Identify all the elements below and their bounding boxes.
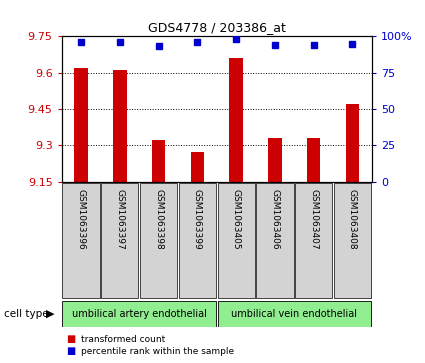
Bar [334,183,371,298]
Text: GSM1063405: GSM1063405 [232,189,241,250]
Text: ■: ■ [66,346,75,356]
Bar [113,70,127,182]
Bar [74,68,88,182]
Bar [218,183,255,298]
Text: ■: ■ [66,334,75,344]
Text: transformed count: transformed count [81,335,165,344]
Text: GSM1063407: GSM1063407 [309,189,318,250]
Text: ▶: ▶ [46,309,54,319]
Text: cell type: cell type [4,309,49,319]
Bar [101,183,139,298]
Text: GSM1063399: GSM1063399 [193,189,202,250]
Text: GSM1063408: GSM1063408 [348,189,357,250]
Bar [295,183,332,298]
Text: umbilical artery endothelial: umbilical artery endothelial [72,309,207,319]
Text: GSM1063397: GSM1063397 [115,189,124,250]
Bar [62,301,216,327]
Bar [230,58,243,182]
Bar [190,152,204,182]
Text: GSM1063396: GSM1063396 [76,189,85,250]
Text: percentile rank within the sample: percentile rank within the sample [81,347,234,355]
Bar [140,183,177,298]
Bar [307,138,320,182]
Bar [256,183,294,298]
Bar [62,183,99,298]
Text: umbilical vein endothelial: umbilical vein endothelial [231,309,357,319]
Text: GSM1063398: GSM1063398 [154,189,163,250]
Bar [346,104,359,182]
Bar [218,301,371,327]
Bar [179,183,216,298]
Bar [268,138,282,182]
Text: GSM1063406: GSM1063406 [270,189,279,250]
Bar [152,140,165,182]
Title: GDS4778 / 203386_at: GDS4778 / 203386_at [148,21,286,34]
